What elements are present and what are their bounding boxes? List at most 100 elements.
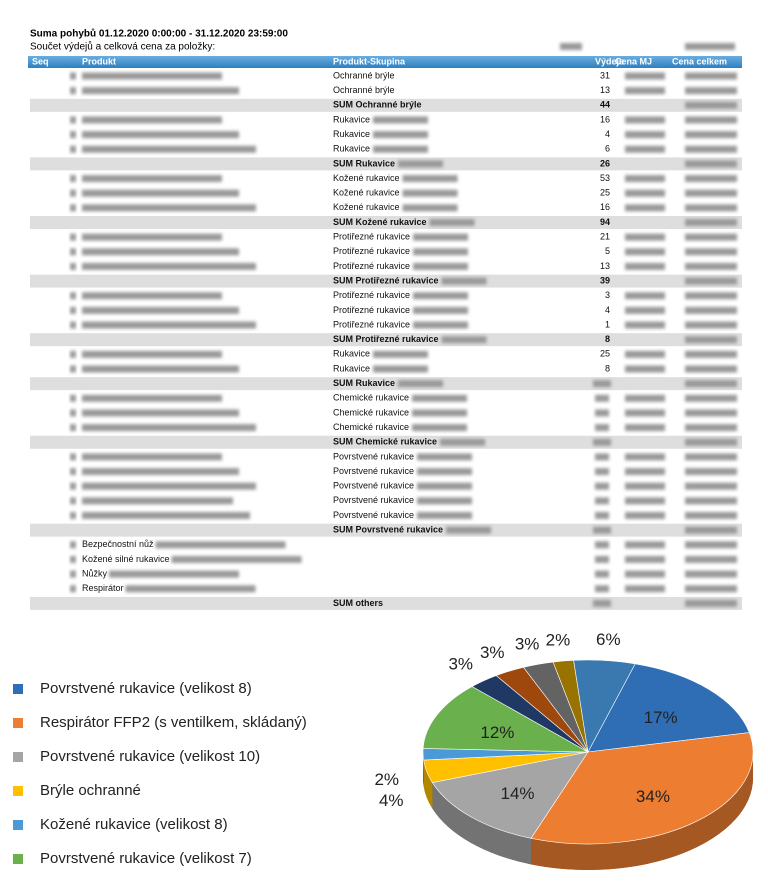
blurred-text xyxy=(685,306,737,314)
blurred-text xyxy=(429,219,475,226)
blurred-text xyxy=(70,453,76,461)
blurred-text xyxy=(685,87,737,95)
product-group: Rukavice xyxy=(333,349,370,359)
report-subtitle: Součet výdejů a celková cena za položky: xyxy=(30,41,215,53)
sum-label: SUM others xyxy=(333,598,383,608)
blurred-text xyxy=(82,292,222,300)
blurred-text xyxy=(685,468,737,476)
blurred-text xyxy=(685,72,737,80)
blurred-text xyxy=(595,424,609,432)
blurred-text xyxy=(417,453,473,461)
blurred-text xyxy=(446,526,492,534)
issued-count: 4 xyxy=(605,129,610,139)
blurred-text xyxy=(625,131,665,139)
blurred-text xyxy=(593,380,611,388)
blurred-text xyxy=(417,512,473,519)
slice-label: 3% xyxy=(515,634,540,653)
issued-count: 13 xyxy=(600,261,610,271)
blurred-text xyxy=(413,292,469,300)
blurred-text xyxy=(82,468,239,476)
blurred-text xyxy=(413,262,469,270)
blurred-text xyxy=(82,482,256,490)
legend-label: Povrstvené rukavice (velikost 7) xyxy=(40,850,252,867)
blurred-text xyxy=(417,497,473,505)
blurred-text xyxy=(402,204,458,212)
blurred-total xyxy=(685,43,735,50)
blurred-text xyxy=(398,380,444,388)
issued-count: 5 xyxy=(605,246,610,256)
blurred-text xyxy=(595,409,609,417)
blurred-text xyxy=(685,175,737,183)
blurred-text xyxy=(595,453,609,461)
legend-swatch xyxy=(13,820,23,830)
blurred-text xyxy=(82,497,233,505)
blurred-text xyxy=(70,248,76,256)
blurred-text xyxy=(417,468,473,476)
blurred-text xyxy=(685,526,737,534)
blurred-text xyxy=(625,72,665,80)
blurred-text xyxy=(70,131,76,139)
blurred-text xyxy=(70,570,76,578)
blurred-text xyxy=(70,350,76,358)
blurred-text xyxy=(595,497,609,505)
blurred-text xyxy=(625,541,665,549)
product: Nůžky xyxy=(82,568,108,578)
slice-label: 2% xyxy=(546,631,571,650)
blurred-text xyxy=(685,219,737,226)
blurred-text xyxy=(373,365,429,373)
sum-label: SUM Protiřezné rukavice xyxy=(333,334,439,344)
blurred-text xyxy=(625,87,665,95)
blurred-text xyxy=(685,350,737,358)
blurred-text xyxy=(685,292,737,300)
legend-swatch xyxy=(13,752,23,762)
blurred-text xyxy=(595,394,609,402)
blurred-text xyxy=(625,453,665,461)
blurred-text xyxy=(82,512,250,519)
blurred-text xyxy=(625,424,665,432)
slice xyxy=(422,686,589,753)
blurred-text xyxy=(625,365,665,373)
blurred-text xyxy=(440,438,486,446)
blurred-text xyxy=(82,131,239,139)
product-group: Protiřezné rukavice xyxy=(333,319,410,329)
slice xyxy=(587,663,750,753)
blurred-text xyxy=(82,248,239,256)
blurred-text xyxy=(685,394,737,402)
blurred-text xyxy=(625,233,665,241)
legend-label: Povrstvené rukavice (velikost 8) xyxy=(40,680,252,697)
column-header: Cena MJ xyxy=(615,56,652,66)
blurred-text xyxy=(625,321,665,329)
blurred-text xyxy=(412,394,468,402)
blurred-text xyxy=(82,204,256,212)
legend-label: Kožené rukavice (velikost 8) xyxy=(40,816,228,833)
legend-label: Respirátor FFP2 (s ventilkem, skládaný) xyxy=(40,714,307,731)
product-group: Protiřezné rukavice xyxy=(333,232,410,242)
sum-label: SUM Povrstvené rukavice xyxy=(333,525,443,535)
slice-label: 34% xyxy=(636,787,670,806)
column-header: Produkt xyxy=(82,56,116,66)
sum-label: SUM Kožené rukavice xyxy=(333,217,427,227)
blurred-text xyxy=(82,87,239,95)
legend-swatch xyxy=(13,684,23,694)
blurred-text xyxy=(685,570,737,578)
blurred-text xyxy=(412,409,468,417)
blurred-text xyxy=(685,248,737,256)
blurred-text xyxy=(625,585,665,593)
column-header: Výdeje xyxy=(595,56,624,66)
sum-row xyxy=(30,98,742,112)
legend-label: Brýle ochranné xyxy=(40,782,141,799)
legend-swatch xyxy=(13,854,23,864)
column-header: Seq xyxy=(32,56,49,66)
blurred-text xyxy=(685,424,737,432)
sum-row xyxy=(30,523,742,537)
legend: Povrstvené rukavice (velikost 8) Respirát… xyxy=(13,680,307,867)
blurred-text xyxy=(685,585,737,593)
blurred-text xyxy=(625,350,665,358)
blurred-text xyxy=(70,72,76,80)
blurred-text xyxy=(625,497,665,505)
product-group: Rukavice xyxy=(333,363,370,373)
blurred-text xyxy=(685,233,737,241)
slice xyxy=(530,732,754,845)
slice-label: 12% xyxy=(480,723,514,742)
